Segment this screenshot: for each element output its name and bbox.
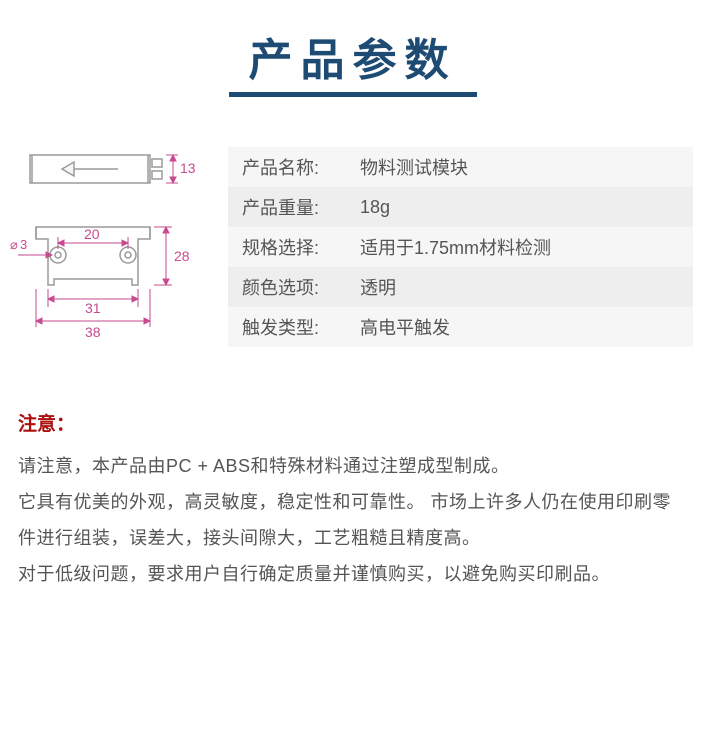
spec-value: 透明 <box>346 267 693 307</box>
spec-label: 产品重量: <box>228 187 346 227</box>
spec-value: 18g <box>346 187 693 227</box>
dimension-diagram: 13 20 <box>10 147 200 357</box>
spec-table: 产品名称:物料测试模块 产品重量:18g 规格选择:适用于1.75mm材料检测 … <box>228 147 693 347</box>
dim-top-h: 13 <box>180 160 196 176</box>
spec-label: 颜色选项: <box>228 267 346 307</box>
spec-value: 适用于1.75mm材料检测 <box>346 227 693 267</box>
table-row: 产品名称:物料测试模块 <box>228 147 693 187</box>
notes-section: 注意： 请注意，本产品由PC + ABS和特殊材料通过注塑成型制成。 它具有优美… <box>0 409 705 592</box>
spec-value: 高电平触发 <box>346 307 693 347</box>
notes-heading: 注意： <box>18 409 687 436</box>
dim-inner-w: 20 <box>84 226 100 242</box>
note-line: 请注意，本产品由PC + ABS和特殊材料通过注塑成型制成。 <box>18 448 687 484</box>
spec-value: 物料测试模块 <box>346 147 693 187</box>
dim-hole-d: 3 <box>20 237 27 252</box>
page-title-block: 产品参数 <box>0 24 705 97</box>
page-title: 产品参数 <box>249 36 457 85</box>
table-row: 产品重量:18g <box>228 187 693 227</box>
spec-label: 规格选择: <box>228 227 346 267</box>
spec-label: 触发类型: <box>228 307 346 347</box>
dim-base-w: 31 <box>85 300 101 316</box>
table-row: 规格选择:适用于1.75mm材料检测 <box>228 227 693 267</box>
note-line: 它具有优美的外观，高灵敏度，稳定性和可靠性。 市场上许多人仍在使用印刷零件进行组… <box>18 484 687 556</box>
note-line: 对于低级问题，要求用户自行确定质量并谨慎购买，以避免购买印刷品。 <box>18 556 687 592</box>
dim-full-w: 38 <box>85 324 101 340</box>
dim-bot-h: 28 <box>174 248 190 264</box>
table-row: 颜色选项:透明 <box>228 267 693 307</box>
dim-dia-sym: ⌀ <box>10 237 18 252</box>
title-underline <box>229 92 477 97</box>
table-row: 触发类型:高电平触发 <box>228 307 693 347</box>
spec-label: 产品名称: <box>228 147 346 187</box>
content-row: 13 20 <box>0 147 705 357</box>
